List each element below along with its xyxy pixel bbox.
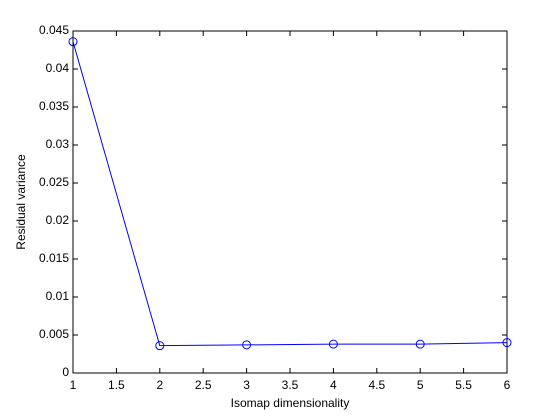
y-tick-label: 0.03 xyxy=(46,137,70,151)
x-axis-label: Isomap dimensionality xyxy=(231,396,350,410)
x-tick-label: 4 xyxy=(330,378,337,392)
x-tick-label: 2 xyxy=(156,378,163,392)
plot-frame xyxy=(72,30,508,374)
x-tick-label: 2.5 xyxy=(195,378,212,392)
x-tick-label: 3 xyxy=(243,378,250,392)
x-tick-label: 1.5 xyxy=(108,378,125,392)
data-point xyxy=(155,341,165,351)
x-tick-label: 1 xyxy=(70,378,77,392)
x-tick-label: 4.5 xyxy=(368,378,385,392)
y-tick-label: 0.015 xyxy=(39,251,69,265)
x-tick-label: 5 xyxy=(417,378,424,392)
data-point xyxy=(328,339,338,349)
data-point xyxy=(415,339,425,349)
x-tick-label: 5.5 xyxy=(455,378,472,392)
y-tick-label: 0.04 xyxy=(46,61,70,75)
series-line xyxy=(72,41,508,347)
y-tick-label: 0.01 xyxy=(46,289,70,303)
x-tick-label: 6 xyxy=(504,378,511,392)
y-tick-label: 0.035 xyxy=(39,99,69,113)
y-tick-label: 0.005 xyxy=(39,327,69,341)
data-point xyxy=(68,37,78,47)
y-axis-label: Residual variance xyxy=(14,154,28,250)
data-point xyxy=(502,338,512,348)
y-tick-label: 0.02 xyxy=(46,213,70,227)
x-tick-label: 3.5 xyxy=(282,378,299,392)
y-tick-label: 0.025 xyxy=(39,175,69,189)
data-point xyxy=(242,340,252,350)
y-tick-label: 0.045 xyxy=(39,23,69,37)
y-tick-label: 0 xyxy=(62,365,69,379)
